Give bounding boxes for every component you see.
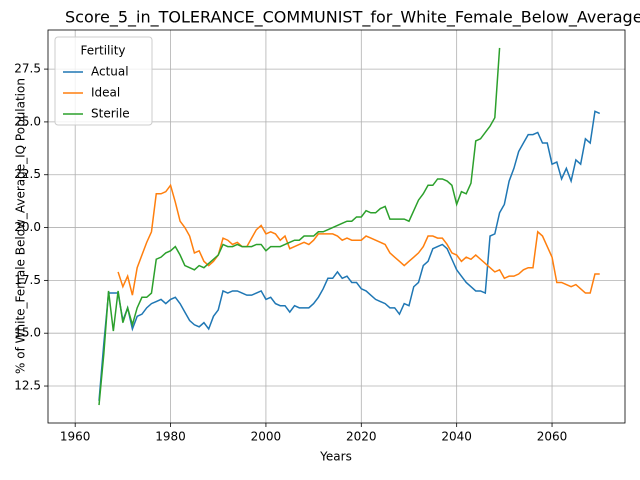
legend: Fertility Actual Ideal Sterile bbox=[54, 36, 153, 126]
plot-frame bbox=[47, 29, 626, 424]
legend-label: Sterile bbox=[91, 107, 130, 121]
y-tick-label: 20.0 bbox=[14, 220, 41, 234]
x-axis-label: Years bbox=[319, 450, 352, 464]
y-axis-label: % of White_Female Below_Average_IQ Popul… bbox=[14, 78, 28, 374]
legend-label: Ideal bbox=[91, 86, 120, 100]
legend-title: Fertility bbox=[80, 44, 125, 58]
legend-label: Actual bbox=[91, 65, 129, 79]
chart-title: Score_5_in_TOLERANCE_COMMUNIST_for_White… bbox=[65, 8, 640, 28]
y-tick-label: 17.5 bbox=[14, 273, 41, 287]
series-line bbox=[98, 110, 601, 401]
y-tick-label: 27.5 bbox=[14, 62, 41, 76]
x-tick-label: 2020 bbox=[346, 430, 377, 444]
y-tick-label: 22.5 bbox=[14, 167, 41, 181]
x-tick-label: 2040 bbox=[441, 430, 472, 444]
x-tick-label: 2000 bbox=[251, 430, 282, 444]
x-tick-label: 1980 bbox=[155, 430, 186, 444]
y-tick-label: 12.5 bbox=[14, 379, 41, 393]
series-line bbox=[98, 47, 501, 406]
series-line bbox=[117, 183, 600, 296]
y-tick-label: 25.0 bbox=[14, 114, 41, 128]
y-tick-label: 15.0 bbox=[14, 326, 41, 340]
legend-box bbox=[54, 36, 153, 126]
x-tick-label: 1960 bbox=[60, 430, 91, 444]
x-tick-label: 2060 bbox=[537, 430, 568, 444]
